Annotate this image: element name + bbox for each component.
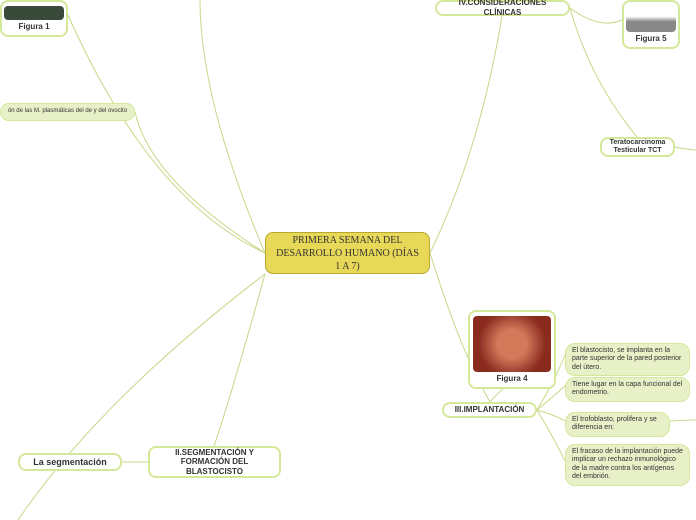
segmentacion-node[interactable]: La segmentación (18, 453, 122, 471)
formacion-text: II.SEGMENTACIÓN Y FORMACIÓN DEL BLASTOCI… (158, 448, 271, 477)
consideraciones-node[interactable]: IV.CONSIDERACIONES CLÍNICAS (435, 0, 570, 16)
figure-4-image (473, 316, 551, 372)
figure-1-image (4, 6, 64, 20)
teratocarcinoma-text: Teratocarcinoma Testicular TCT (610, 139, 666, 156)
figure-4-node[interactable]: Figura 4 (468, 310, 556, 389)
figure-1-caption: Figura 1 (18, 22, 49, 31)
endometrio-text: Tiene lugar en la capa funcional del end… (572, 381, 683, 398)
figure-1-node[interactable]: Figura 1 (0, 0, 68, 37)
fusion-text: ón de las M. plasmáticas del de y del ov… (8, 108, 127, 115)
teratocarcinoma-node[interactable]: Teratocarcinoma Testicular TCT (600, 137, 675, 157)
trofoblasto-text: El trofoblasto, prolifera y se diferenci… (572, 416, 663, 433)
figure-4-caption: Figura 4 (496, 374, 527, 383)
trofoblasto-node[interactable]: El trofoblasto, prolifera y se diferenci… (565, 412, 670, 437)
formacion-node[interactable]: II.SEGMENTACIÓN Y FORMACIÓN DEL BLASTOCI… (148, 446, 281, 478)
central-text: PRIMERA SEMANA DEL DESARROLLO HUMANO (DÍ… (274, 234, 421, 273)
figure-5-image (626, 6, 676, 32)
segmentacion-text: La segmentación (33, 457, 107, 468)
endometrio-node[interactable]: Tiene lugar en la capa funcional del end… (565, 377, 690, 402)
consideraciones-text: IV.CONSIDERACIONES CLÍNICAS (445, 0, 560, 18)
implantacion-text: III.IMPLANTACIÓN (455, 405, 525, 415)
figure-5-caption: Figura 5 (635, 34, 666, 43)
figure-5-node[interactable]: Figura 5 (622, 0, 680, 49)
fracaso-text: El fracaso de la implantación puede impl… (572, 448, 683, 482)
fracaso-node[interactable]: El fracaso de la implantación puede impl… (565, 444, 690, 486)
blastocisto-text: El blastocisto, se implanta en la parte … (572, 347, 683, 372)
implantacion-node[interactable]: III.IMPLANTACIÓN (442, 402, 537, 418)
blastocisto-node[interactable]: El blastocisto, se implanta en la parte … (565, 343, 690, 376)
central-node[interactable]: PRIMERA SEMANA DEL DESARROLLO HUMANO (DÍ… (265, 232, 430, 274)
fusion-node[interactable]: ón de las M. plasmáticas del de y del ov… (0, 103, 135, 121)
